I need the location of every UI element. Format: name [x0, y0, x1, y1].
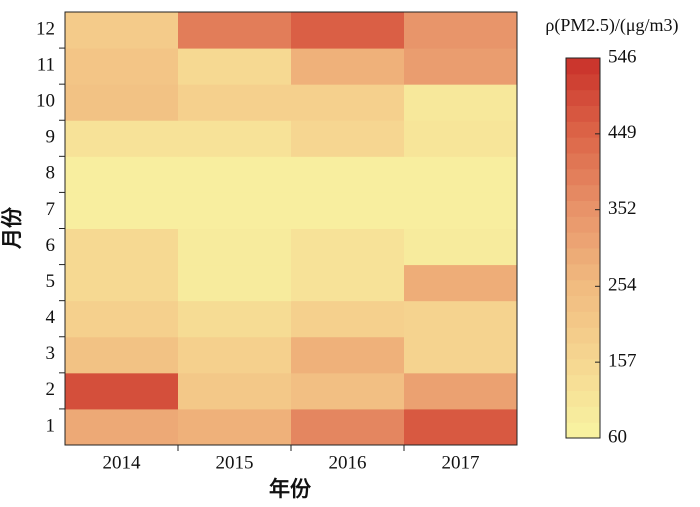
y-tick-label: 11 — [37, 54, 55, 75]
colorbar-band — [566, 137, 600, 154]
colorbar-tick-label: 546 — [608, 46, 637, 67]
y-tick-label: 8 — [46, 163, 56, 184]
heatmap-cell — [65, 156, 179, 193]
colorbar-band — [566, 248, 600, 265]
heatmap-cell — [178, 300, 292, 338]
heatmap-cell — [291, 300, 405, 338]
heatmap-cell — [178, 12, 292, 49]
colorbar-tick-label: 254 — [608, 275, 637, 296]
colorbar-band — [566, 105, 600, 122]
heatmap-cell — [291, 120, 405, 157]
heatmap-cell — [404, 120, 518, 157]
y-axis-label: 月份 — [0, 206, 24, 250]
colorbar-band — [566, 374, 600, 391]
heatmap-cell — [178, 192, 292, 229]
colorbar-band — [566, 390, 600, 407]
heatmap-cell — [291, 408, 405, 446]
x-axis-label: 年份 — [269, 477, 312, 501]
colorbar-band — [566, 327, 600, 344]
heatmap-cell — [404, 336, 518, 374]
heatmap-cell — [291, 156, 405, 193]
heatmap-cell — [404, 300, 518, 338]
heatmap-cell — [404, 264, 518, 302]
heatmap-cell — [178, 156, 292, 193]
colorbar-tick-label: 352 — [608, 198, 637, 219]
heatmap-cell — [404, 48, 518, 85]
colorbar-band — [566, 232, 600, 249]
y-tick-label: 3 — [46, 343, 56, 364]
heatmap-cell — [178, 84, 292, 121]
colorbar-tick-label: 157 — [608, 351, 637, 372]
heatmap-cell — [404, 372, 518, 410]
heatmap-cell — [178, 264, 292, 302]
heatmap-cell — [178, 120, 292, 157]
x-tick-label: 2014 — [103, 452, 142, 473]
colorbar-band — [566, 358, 600, 376]
y-tick-label: 4 — [46, 307, 56, 328]
colorbar-band — [566, 263, 600, 281]
colorbar-band — [566, 406, 600, 423]
colorbar-band — [566, 89, 600, 106]
heatmap-cell — [404, 192, 518, 229]
colorbar-frame — [565, 57, 601, 439]
heatmap-cell — [178, 408, 292, 446]
y-tick-label: 5 — [46, 271, 56, 292]
colorbar-tick-label: 60 — [608, 426, 627, 447]
colorbar-band — [566, 58, 600, 75]
y-tick-label: 7 — [46, 199, 56, 220]
heatmap-cell — [65, 300, 179, 338]
x-tick-label: 2016 — [329, 452, 367, 473]
colorbar-band — [566, 216, 600, 233]
heatmap-cell — [291, 336, 405, 374]
heatmap-cell — [178, 228, 292, 266]
colorbar-band — [566, 311, 600, 328]
heatmap-cell — [65, 228, 179, 266]
x-tick-label: 2015 — [216, 452, 254, 473]
colorbar-band — [566, 121, 600, 138]
y-tick-label: 12 — [36, 18, 55, 39]
colorbar-band — [566, 295, 600, 312]
colorbar-band — [566, 184, 600, 201]
heatmap-cell — [65, 192, 179, 229]
heatmap-cell — [404, 408, 518, 446]
colorbar-band — [566, 73, 600, 91]
heatmap-cell — [404, 12, 518, 49]
colorbar-band — [566, 168, 600, 186]
x-tick-label: 2017 — [442, 452, 480, 473]
y-tick-label: 2 — [46, 379, 56, 400]
heatmap-cell — [65, 84, 179, 121]
heatmap-cell — [404, 156, 518, 193]
heatmap-cell — [65, 48, 179, 85]
heatmap-cell — [178, 336, 292, 374]
colorbar-band — [566, 343, 600, 360]
heatmap-cell — [291, 372, 405, 410]
heatmap-cell — [291, 12, 405, 49]
colorbar-band — [566, 153, 600, 170]
heatmap-cell — [404, 84, 518, 121]
heatmap-cell — [65, 372, 179, 410]
heatmap-cell — [178, 48, 292, 85]
heatmap-cell — [178, 372, 292, 410]
heatmap-cell — [65, 336, 179, 374]
heatmap-cell — [291, 228, 405, 266]
heatmap-cell — [65, 12, 179, 49]
heatmap-cell — [291, 84, 405, 121]
y-tick-label: 10 — [36, 91, 55, 112]
colorbar-label: ρ(PM2.5)/(μg/m3) — [545, 15, 678, 36]
heatmap-cell — [65, 264, 179, 302]
colorbar-band — [566, 279, 600, 296]
heatmap-cell — [404, 228, 518, 266]
y-tick-label: 9 — [46, 127, 56, 148]
heatmap-cell — [291, 48, 405, 85]
colorbar-tick-label: 449 — [608, 122, 637, 143]
y-tick-label: 1 — [46, 415, 56, 436]
colorbar-band — [566, 422, 600, 439]
heatmap-cell — [291, 264, 405, 302]
heatmap-cell — [65, 408, 179, 446]
y-tick-label: 6 — [46, 235, 56, 256]
heatmap-cell — [65, 120, 179, 157]
heatmap-cell — [291, 192, 405, 229]
colorbar-band — [566, 200, 600, 217]
